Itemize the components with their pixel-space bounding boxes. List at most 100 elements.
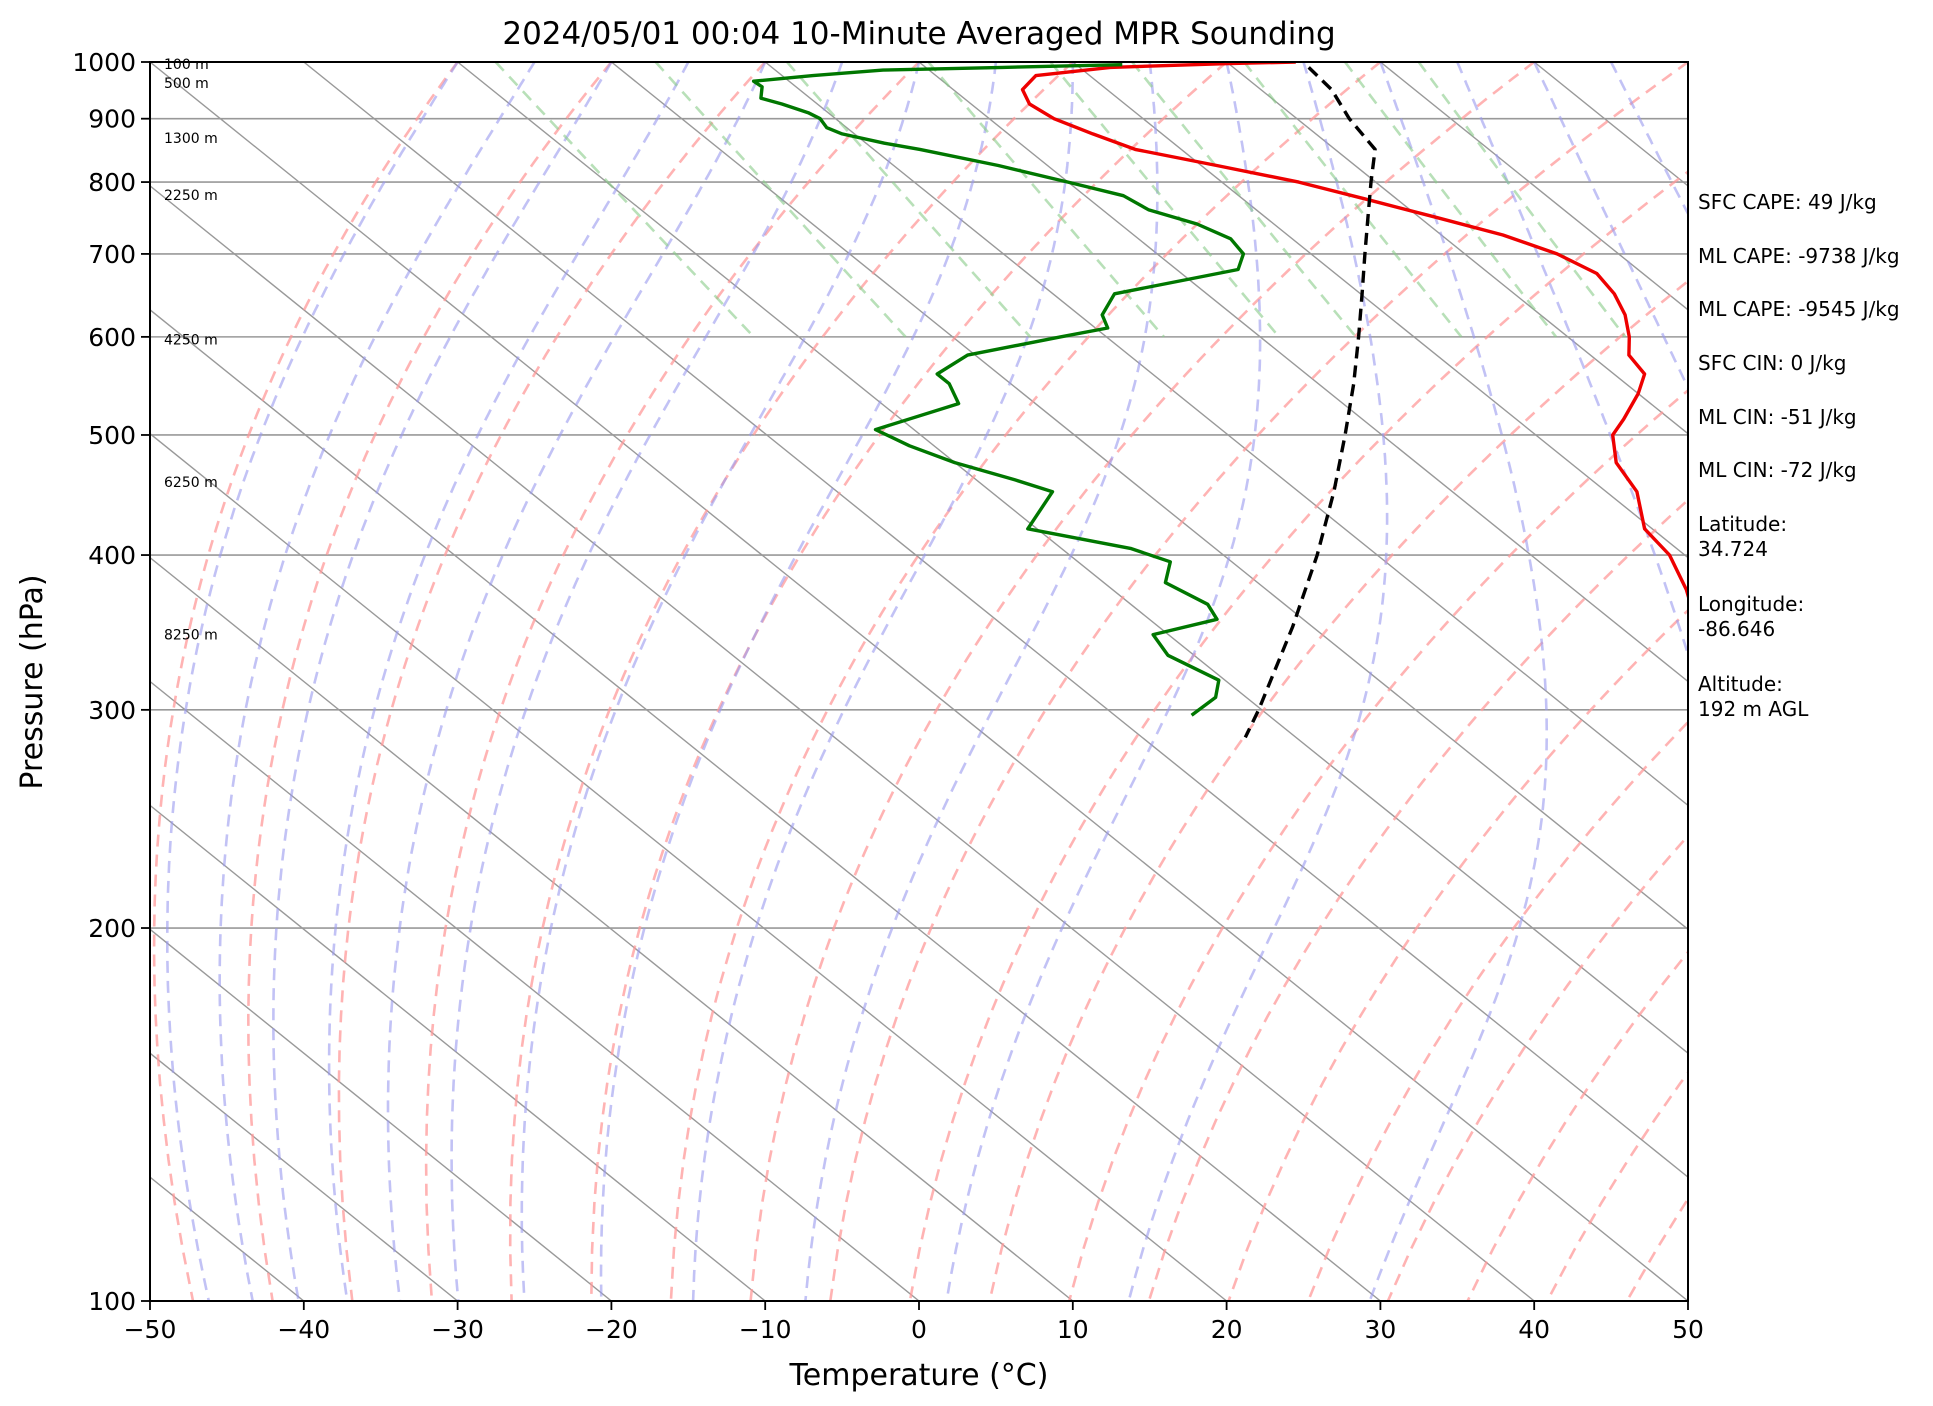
x-tick-label: 20 xyxy=(1211,1315,1243,1344)
y-tick-label: 600 xyxy=(88,323,136,352)
height-label: 2250 m xyxy=(164,188,218,204)
info-panel-line: Altitude: xyxy=(1698,672,1783,696)
moist-adiabat xyxy=(804,62,1159,1301)
x-tick-label: 0 xyxy=(911,1315,927,1344)
x-axis-ticks: −50 −40 −30 −20 −10 0 10 20 30 40 50 xyxy=(124,1301,1704,1344)
dry-adiabat xyxy=(669,62,1382,1301)
sounding-series xyxy=(751,62,1688,739)
dry-adiabat xyxy=(152,62,459,1301)
moist-adiabat xyxy=(450,62,844,1301)
info-panel-line: ML CIN: -51 J/kg xyxy=(1698,405,1857,429)
dry-adiabat xyxy=(424,62,920,1301)
y-tick-label: 100 xyxy=(88,1287,136,1316)
isotherm-line xyxy=(150,804,766,1301)
dry-adiabat xyxy=(749,62,1535,1301)
isotherm-line xyxy=(457,62,1688,1055)
info-panel-line: SFC CIN: 0 J/kg xyxy=(1698,351,1846,375)
info-panel-line: Longitude: xyxy=(1698,592,1804,616)
mixing-ratio-line xyxy=(1343,62,1558,338)
mixing-ratio-line xyxy=(1131,62,1357,338)
height-label: 4250 m xyxy=(164,333,218,349)
y-tick-label: 900 xyxy=(88,105,136,134)
isotherm-line xyxy=(150,1052,459,1301)
height-label: 6250 m xyxy=(164,475,218,491)
x-tick-label: −40 xyxy=(277,1315,330,1344)
isotherm-line xyxy=(764,62,1688,807)
moist-adiabat xyxy=(691,62,1075,1301)
dry-adiabat xyxy=(908,170,1688,1301)
y-axis-ticks: 100 200 300 400 500 600 700 800 900 1000 xyxy=(72,48,150,1316)
isotherm-line xyxy=(150,928,612,1301)
y-axis-label: Pressure (hPa) xyxy=(15,574,50,789)
chart-title: 2024/05/01 00:04 10-Minute Averaged MPR … xyxy=(502,16,1335,52)
mixing-ratio-line xyxy=(654,62,907,338)
info-panel-line: 192 m AGL xyxy=(1698,697,1809,721)
background-lines xyxy=(150,62,1688,1301)
moist-adiabat xyxy=(520,62,921,1301)
isotherm-line xyxy=(610,62,1688,931)
dry-adiabat xyxy=(508,62,1074,1301)
info-panel-line: 34.724 xyxy=(1698,537,1768,561)
y-tick-label: 800 xyxy=(88,168,136,197)
mixing-ratio-line xyxy=(1049,62,1280,338)
mixing-ratio-line xyxy=(927,62,1165,338)
moist-adiabat xyxy=(386,62,767,1301)
moist-adiabat xyxy=(327,62,690,1301)
info-panel: SFC CAPE: 49 J/kg ML CAPE: -9738 J/kg ML C… xyxy=(1698,190,1900,721)
height-label: 1300 m xyxy=(164,131,218,147)
dry-adiabat xyxy=(988,279,1688,1301)
isotherm-line xyxy=(1226,62,1688,435)
moist-adiabat xyxy=(1127,62,1389,1301)
x-axis-label: Temperature (°C) xyxy=(789,1358,1049,1393)
height-label: 100 m xyxy=(164,57,209,73)
mixing-ratio-line xyxy=(1243,62,1463,338)
info-panel-line: Latitude: xyxy=(1698,512,1787,536)
y-tick-label: 200 xyxy=(88,914,136,943)
y-tick-label: 700 xyxy=(88,240,136,269)
y-tick-label: 400 xyxy=(88,541,136,570)
moist-adiabat xyxy=(945,62,1262,1301)
x-tick-label: −50 xyxy=(124,1315,177,1344)
height-label: 500 m xyxy=(164,76,209,92)
info-panel-line: -86.646 xyxy=(1698,617,1775,641)
info-panel-line: ML CIN: -72 J/kg xyxy=(1698,458,1857,482)
isotherm-line xyxy=(150,62,1688,1301)
y-tick-label: 300 xyxy=(88,696,136,725)
mixing-ratio-line xyxy=(786,62,1032,338)
x-tick-label: 50 xyxy=(1672,1315,1704,1344)
parcel-profile-line xyxy=(1243,66,1377,739)
x-tick-label: −20 xyxy=(585,1315,638,1344)
moist-adiabat xyxy=(1456,62,1688,1301)
dry-adiabat xyxy=(246,62,613,1301)
isotherm-line xyxy=(918,62,1688,683)
isotherm-line xyxy=(150,432,1228,1301)
isotherm-line xyxy=(150,308,1381,1301)
dry-adiabat xyxy=(829,62,1688,1301)
y-tick-label: 1000 xyxy=(72,48,136,77)
height-labels: 100 m 500 m 1300 m 2250 m 4250 m 6250 m 8250 m xyxy=(164,57,218,643)
mixing-ratio-line xyxy=(1417,62,1627,338)
mixing-ratio-line xyxy=(494,62,755,338)
isotherm-line xyxy=(1379,62,1688,311)
moist-adiabat xyxy=(272,62,613,1301)
moist-adiabat xyxy=(599,62,998,1301)
x-tick-label: 10 xyxy=(1057,1315,1089,1344)
info-panel-line: ML CAPE: -9545 J/kg xyxy=(1698,297,1900,321)
info-panel-line: ML CAPE: -9738 J/kg xyxy=(1698,244,1900,268)
y-tick-label: 500 xyxy=(88,421,136,450)
x-tick-label: 30 xyxy=(1364,1315,1396,1344)
temperature-profile-line xyxy=(1020,62,1688,602)
isotherm-line xyxy=(150,680,920,1301)
height-label: 8250 m xyxy=(164,628,218,644)
isotherm-line xyxy=(1072,62,1688,559)
x-tick-label: −10 xyxy=(739,1315,792,1344)
x-tick-label: 40 xyxy=(1518,1315,1550,1344)
info-panel-line: SFC CAPE: 49 J/kg xyxy=(1698,190,1877,214)
x-tick-label: −30 xyxy=(431,1315,484,1344)
dewpoint-profile-line xyxy=(751,63,1246,717)
isotherm-line xyxy=(150,185,1535,1301)
isotherm-line xyxy=(303,62,1688,1178)
isotherm-line xyxy=(150,556,1074,1301)
